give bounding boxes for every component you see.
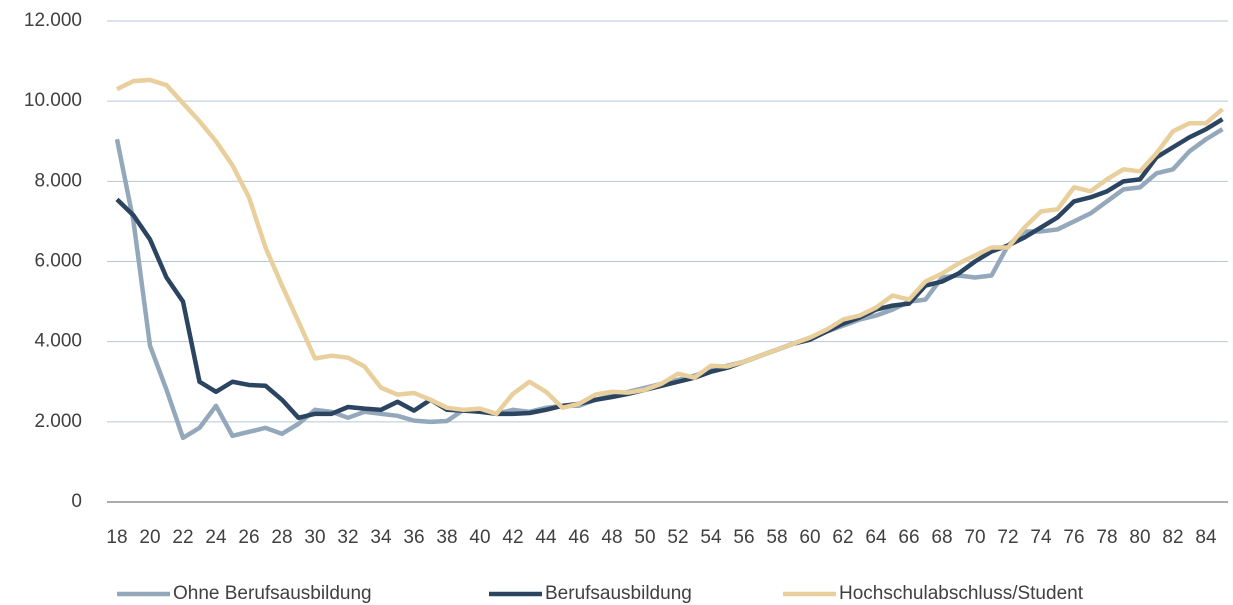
- x-tick-label: 70: [964, 527, 985, 548]
- x-tick-label: 60: [799, 527, 820, 548]
- legend-label: Berufsausbildung: [545, 583, 692, 604]
- series-line: [115, 117, 1224, 421]
- x-tick-label: 78: [1096, 527, 1117, 548]
- x-tick-label: 24: [205, 527, 227, 548]
- x-tick-label: 54: [700, 527, 722, 548]
- x-tick-label: 20: [139, 527, 160, 548]
- x-tick-label: 30: [304, 527, 325, 548]
- x-tick-label: 48: [601, 527, 622, 548]
- x-tick-label: 36: [403, 527, 424, 548]
- x-tick-label: 62: [832, 527, 853, 548]
- x-tick-label: 46: [568, 527, 589, 548]
- y-tick-label: 0: [71, 491, 82, 512]
- y-tick-label: 4.000: [34, 331, 82, 352]
- x-tick-label: 40: [469, 527, 490, 548]
- x-tick-label: 22: [172, 527, 193, 548]
- x-tick-label: 28: [271, 527, 292, 548]
- x-tick-label: 34: [370, 527, 392, 548]
- x-tick-label: 26: [238, 527, 259, 548]
- x-tick-label: 74: [1030, 527, 1052, 548]
- x-tick-label: 82: [1162, 527, 1183, 548]
- x-tick-label: 76: [1063, 527, 1084, 548]
- x-tick-label: 32: [337, 527, 358, 548]
- y-tick-label: 12.000: [24, 10, 82, 31]
- y-tick-label: 8.000: [34, 170, 82, 191]
- y-tick-label: 2.000: [34, 411, 82, 432]
- x-tick-label: 38: [436, 527, 457, 548]
- series-line: [116, 77, 1224, 417]
- x-tick-label: 42: [502, 527, 523, 548]
- x-tick-label: 58: [766, 527, 787, 548]
- y-tick-label: 10.000: [24, 90, 82, 111]
- y-tick-label: 6.000: [34, 251, 82, 272]
- legend-label: Hochschulabschluss/Student: [839, 583, 1084, 604]
- x-tick-label: 84: [1195, 527, 1217, 548]
- x-tick-label: 44: [535, 527, 557, 548]
- x-tick-label: 56: [733, 527, 754, 548]
- legend-label: Ohne Berufsausbildung: [173, 583, 372, 604]
- x-tick-label: 72: [997, 527, 1018, 548]
- x-tick-label: 68: [931, 527, 952, 548]
- x-tick-label: 52: [667, 527, 688, 548]
- x-tick-label: 64: [865, 527, 887, 548]
- x-tick-label: 80: [1129, 527, 1150, 548]
- x-tick-label: 18: [106, 527, 127, 548]
- x-tick-label: 66: [898, 527, 919, 548]
- x-tick-label: 50: [634, 527, 655, 548]
